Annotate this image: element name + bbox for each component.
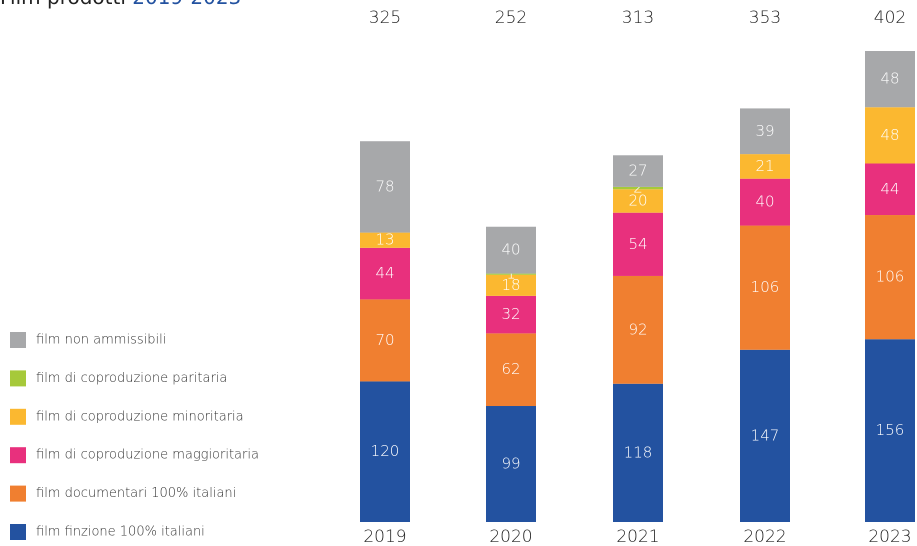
legend-swatch bbox=[10, 332, 26, 348]
bar-segment bbox=[613, 186, 663, 190]
legend-label: film non ammissibili bbox=[36, 333, 166, 348]
legend-label: film di coproduzione paritaria bbox=[36, 371, 227, 386]
bar-segment bbox=[360, 141, 410, 233]
legend-label: film documentari 100% italiani bbox=[36, 486, 236, 501]
value-label: 13 bbox=[375, 231, 394, 249]
value-label: 48 bbox=[880, 126, 899, 144]
x-tick-label: 2021 bbox=[616, 527, 659, 546]
legend-swatch bbox=[10, 447, 26, 464]
bar-segment bbox=[613, 212, 663, 276]
legend-swatch bbox=[10, 370, 26, 387]
bar-segment bbox=[865, 51, 915, 108]
bar-segment bbox=[486, 333, 536, 407]
x-tick-label: 2023 bbox=[868, 527, 911, 546]
legend-swatch bbox=[10, 485, 26, 502]
bar-segment bbox=[740, 178, 790, 226]
bar-segment bbox=[740, 108, 790, 155]
value-label: 78 bbox=[375, 177, 394, 195]
bar-segment bbox=[865, 107, 915, 164]
legend-swatch bbox=[10, 524, 26, 540]
value-label: 40 bbox=[755, 193, 774, 211]
x-tick-label: 2022 bbox=[743, 527, 786, 546]
bar-segment bbox=[486, 273, 536, 275]
value-label: 147 bbox=[751, 426, 780, 444]
title-years: 2019-2023 bbox=[132, 0, 241, 9]
bar-segment bbox=[865, 339, 915, 522]
value-label: 1 bbox=[506, 265, 516, 283]
value-label: 39 bbox=[755, 122, 774, 140]
value-label: 106 bbox=[751, 278, 780, 296]
bar-segment bbox=[486, 295, 536, 334]
total-label: 402 bbox=[874, 8, 906, 28]
bar-segment bbox=[360, 247, 410, 300]
value-label: 70 bbox=[375, 331, 394, 349]
value-label: 40 bbox=[501, 241, 520, 259]
bar-segment bbox=[865, 163, 915, 216]
value-label: 156 bbox=[876, 421, 905, 439]
x-tick-label: 2020 bbox=[489, 527, 532, 546]
value-label: 2 bbox=[633, 179, 643, 197]
legend-label: film di coproduzione minoritaria bbox=[36, 409, 244, 424]
value-label: 120 bbox=[371, 442, 400, 460]
bar-segment bbox=[360, 299, 410, 382]
x-tick-label: 2019 bbox=[363, 527, 406, 546]
total-label: 313 bbox=[622, 8, 654, 28]
value-label: 118 bbox=[624, 443, 653, 461]
bar-segment bbox=[360, 381, 410, 522]
value-label: 18 bbox=[501, 276, 520, 294]
bar-segment bbox=[486, 226, 536, 274]
total-label: 325 bbox=[369, 8, 401, 28]
value-label: 32 bbox=[501, 305, 520, 323]
value-label: 27 bbox=[628, 162, 647, 180]
bar-segment bbox=[486, 406, 536, 522]
value-label: 99 bbox=[501, 455, 520, 473]
title-text: Film prodotti bbox=[0, 0, 126, 9]
bar-segment bbox=[613, 189, 663, 213]
value-label: 54 bbox=[628, 235, 647, 253]
bar-segment bbox=[360, 232, 410, 248]
legend-label: film di coproduzione maggioritaria bbox=[36, 448, 259, 463]
value-label: 20 bbox=[628, 191, 647, 209]
value-label: 44 bbox=[880, 180, 899, 198]
legend-swatch bbox=[10, 408, 26, 425]
value-label: 92 bbox=[628, 320, 647, 338]
value-label: 62 bbox=[501, 360, 520, 378]
value-label: 48 bbox=[880, 70, 899, 88]
bar-segment bbox=[740, 154, 790, 179]
bar-segment bbox=[740, 225, 790, 350]
bar-segment bbox=[613, 155, 663, 187]
total-label: 252 bbox=[495, 8, 527, 28]
total-label: 353 bbox=[749, 8, 781, 28]
bar-segment bbox=[613, 275, 663, 384]
legend-label: film finzione 100% italiani bbox=[36, 525, 205, 540]
value-label: 106 bbox=[876, 268, 905, 286]
bar-segment bbox=[613, 383, 663, 522]
bar-segment bbox=[740, 349, 790, 522]
bar-segment bbox=[486, 274, 536, 296]
value-label: 44 bbox=[375, 264, 394, 282]
value-label: 21 bbox=[755, 157, 774, 175]
bar-segment bbox=[865, 215, 915, 340]
chart-title: Film prodotti 2019-2023 bbox=[0, 0, 241, 9]
